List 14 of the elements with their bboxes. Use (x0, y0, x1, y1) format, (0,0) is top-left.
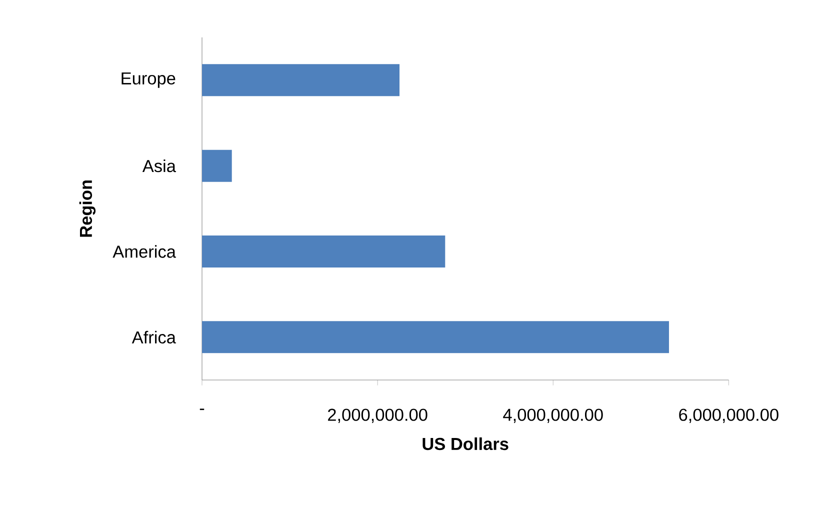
y-axis-title: Region (79, 180, 96, 237)
x-tick-label: 6,000,000.00 (679, 408, 778, 423)
bar (202, 150, 232, 182)
x-axis-title: US Dollars (422, 437, 508, 450)
x-tick-label: 2,000,000.00 (328, 408, 428, 423)
bar (202, 321, 669, 354)
bar (202, 236, 446, 268)
y-tick-label: Africa (132, 330, 176, 344)
y-tick-label: America (112, 245, 176, 258)
y-tick-label: Asia (142, 159, 176, 172)
y-tick-label: Europe (122, 72, 176, 88)
bar (202, 64, 400, 96)
x-tick-label: - (200, 408, 204, 410)
x-tick-label: 4,000,000.00 (503, 408, 603, 423)
